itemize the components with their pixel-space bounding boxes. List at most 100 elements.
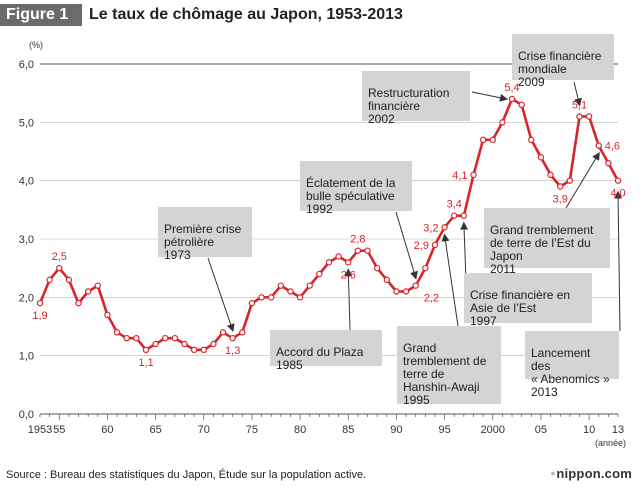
data-label: 4,1 [452, 170, 467, 182]
callout-arrow [395, 211, 418, 280]
callout-arrow [441, 233, 459, 327]
data-point [412, 282, 419, 289]
data-point [489, 136, 496, 144]
data-point [595, 142, 602, 149]
data-point [46, 276, 53, 284]
x-tick-label: 65 [149, 424, 161, 436]
data-point [431, 241, 439, 249]
data-labels: 1,9 2,5 1,1 1,3 2,8 2,6 2,2 2,9 3,2 3,4 4,1 5,4 5,1 3… [32, 82, 625, 369]
data-point [470, 171, 477, 179]
data-point [210, 340, 217, 348]
y-tick-label: 4,0 [19, 176, 34, 188]
data-point [104, 311, 111, 319]
x-tick-label: 85 [342, 424, 354, 436]
data-point [393, 288, 400, 295]
data-point [181, 340, 188, 348]
y-axis-unit: (%) [29, 40, 43, 50]
callout-bubble: Éclatement de la bulle spéculative 1992 [300, 161, 412, 216]
x-tick-label: 05 [535, 424, 547, 436]
data-point [585, 113, 593, 120]
chart-header: Figure 1 Le taux de chômage au Japon, 19… [0, 2, 640, 26]
data-point [36, 299, 44, 307]
data-label: 3,4 [447, 199, 462, 211]
y-tick-label: 1,0 [19, 351, 34, 363]
data-point [557, 183, 564, 190]
x-tick-label: 10 [583, 424, 595, 436]
data-point [219, 329, 227, 336]
data-point [152, 340, 159, 348]
data-point [316, 270, 323, 278]
data-point [614, 177, 622, 184]
data-point [94, 282, 102, 289]
data-label: 4,0 [610, 188, 625, 200]
x-tick-label: 60 [101, 424, 113, 436]
data-point [373, 264, 381, 272]
data-point [133, 334, 140, 342]
x-tick-label: 55 [53, 424, 65, 436]
callout-arrow [614, 190, 623, 332]
data-label: 2,2 [424, 293, 439, 305]
data-point [354, 247, 362, 254]
data-label: 1,3 [225, 345, 240, 357]
data-point [56, 264, 63, 272]
axes: 0,0 1,0 2,0 3,0 4,0 5,0 6,0 (%) 1953 55 60 65 70 75 80… [19, 40, 626, 448]
callout-hanshin: Grand tremblement de terre de Hanshin-Awaji… [397, 326, 501, 407]
data-label: 1,9 [32, 310, 47, 322]
x-tick-label: 2000 [481, 424, 505, 436]
data-label: 3,2 [423, 222, 438, 234]
data-point [547, 171, 554, 179]
data-label: 2,6 [341, 269, 356, 281]
y-tick-label: 5,0 [19, 117, 34, 129]
callout-asia: Crise financière en Asie de l’Est 1997 [464, 273, 592, 328]
source-note: Source : Bureau des statistiques du Japo… [6, 469, 367, 481]
callout-arrow [573, 81, 582, 107]
data-point [84, 288, 92, 295]
data-point [422, 264, 429, 272]
data-point [451, 212, 458, 219]
data-point [296, 294, 304, 301]
figure-label: Figure 1 [0, 4, 82, 26]
data-point [142, 346, 150, 354]
data-point [65, 276, 73, 284]
data-point [518, 101, 525, 109]
data-label: 1,1 [138, 357, 153, 369]
x-axis-unit: (année) [595, 438, 626, 448]
data-point [508, 95, 516, 103]
x-tick-label: 90 [390, 424, 402, 436]
data-point [479, 136, 487, 144]
data-point [402, 288, 410, 295]
data-point [345, 259, 352, 266]
data-point [248, 299, 256, 307]
data-point [576, 113, 583, 120]
callout-east-quake: Grand tremblement de terre de l’Est du Jap… [484, 208, 610, 276]
x-tick-label: 80 [294, 424, 306, 436]
data-point [306, 282, 313, 289]
callout-arrow [207, 257, 235, 333]
y-tick-label: 6,0 [19, 59, 34, 71]
data-point [162, 334, 169, 342]
data-point [113, 329, 121, 336]
data-label: 2,5 [52, 251, 67, 263]
callout-plaza: Accord du Plaza 1985 [270, 330, 382, 372]
data-point [335, 253, 342, 260]
data-label: 3,9 [553, 194, 568, 206]
data-point [383, 276, 390, 284]
data-point [364, 247, 371, 254]
data-point [75, 299, 82, 307]
data-point [566, 177, 574, 184]
data-point [200, 346, 207, 354]
y-tick-label: 2,0 [19, 292, 34, 304]
data-point [258, 294, 265, 301]
x-tick-label: 70 [198, 424, 210, 436]
data-point [171, 334, 179, 342]
data-point [528, 136, 535, 144]
data-point [123, 334, 130, 342]
data-point [229, 334, 236, 342]
data-label: 5,1 [572, 100, 587, 112]
data-label: 2,8 [350, 234, 365, 246]
callout-arrows [207, 81, 623, 333]
data-point [499, 119, 506, 126]
data-point [268, 294, 275, 301]
y-tick-label: 3,0 [19, 234, 34, 246]
